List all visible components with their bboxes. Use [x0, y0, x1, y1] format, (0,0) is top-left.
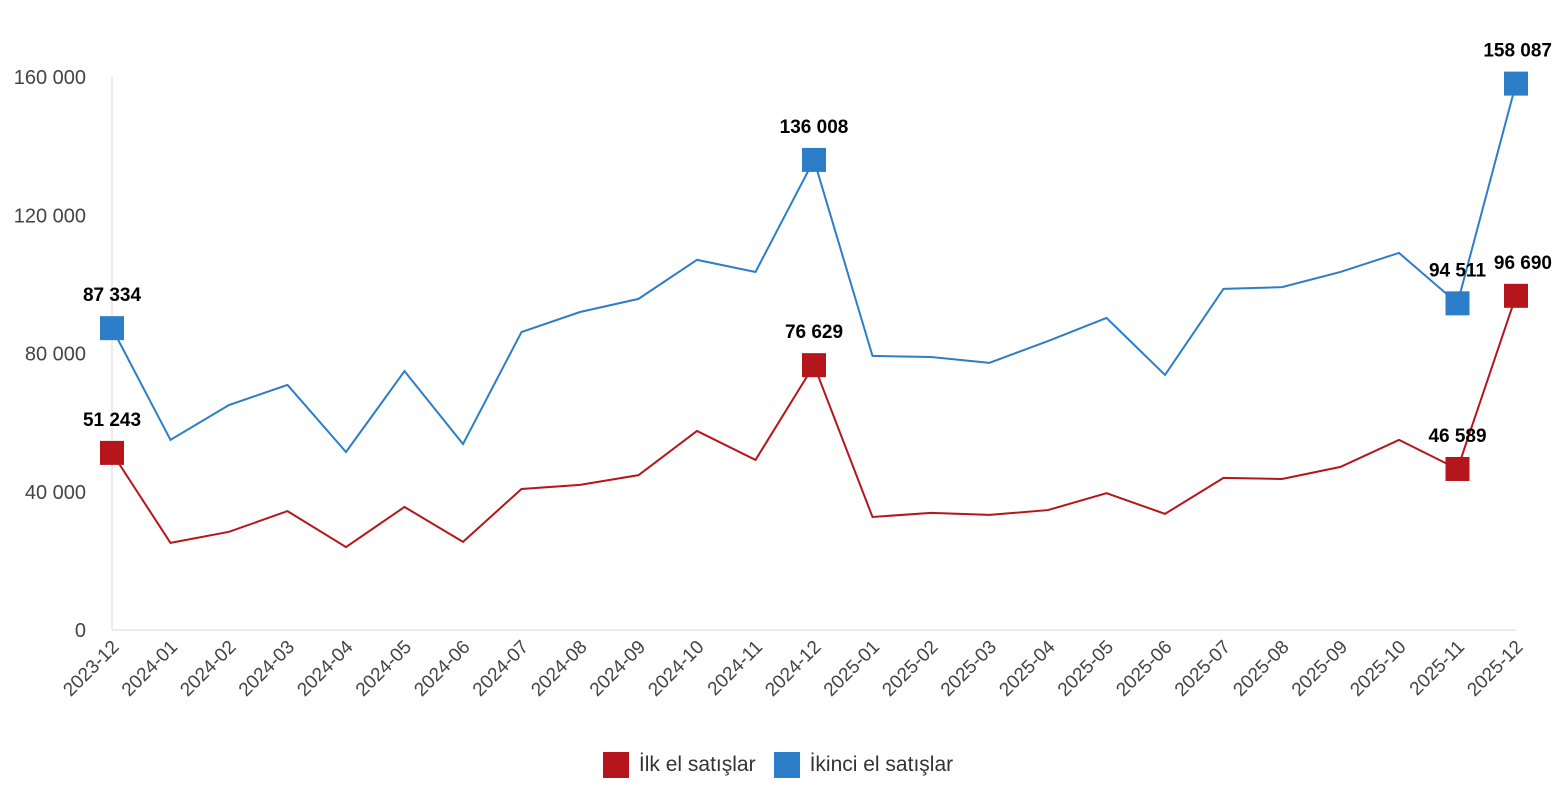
x-tick-label: 2024-11 [704, 637, 767, 700]
x-tick-label: 2025-08 [1229, 637, 1293, 701]
y-tick-label: 40 000 [25, 482, 86, 504]
x-tick-label: 2024-08 [527, 637, 591, 701]
y-tick-label: 120 000 [14, 205, 86, 227]
x-tick-label: 2024-10 [644, 637, 708, 701]
legend: İlk el satışlar İkinci el satışlar [0, 752, 1556, 778]
y-tick-label: 160 000 [14, 67, 86, 89]
data-marker [1445, 291, 1470, 316]
x-tick-label: 2024-07 [469, 637, 533, 701]
x-tick-label: 2024-06 [410, 637, 474, 701]
data-label: 87 334 [83, 285, 142, 306]
x-tick-label: 2024-12 [761, 637, 825, 701]
x-tick-label: 2025-10 [1346, 637, 1410, 701]
x-tick-label: 2023-12 [59, 637, 123, 701]
data-label: 46 589 [1428, 426, 1486, 447]
legend-label-ikinci-el: İkinci el satışlar [809, 753, 954, 776]
series-line-1 [111, 83, 1517, 454]
x-tick-label: 2024-02 [176, 637, 240, 701]
data-label: 51 243 [83, 410, 141, 431]
x-tick-label: 2025-06 [1112, 637, 1176, 701]
data-label: 136 008 [780, 117, 849, 138]
data-label: 76 629 [785, 322, 843, 343]
x-tick-label: 2025-09 [1288, 637, 1352, 701]
data-label: 96 690 [1494, 253, 1552, 274]
data-marker [1504, 283, 1528, 308]
x-tick-label: 2024-09 [586, 637, 650, 701]
x-tick-label: 2024-05 [352, 637, 416, 701]
legend-swatch-ikinci-el [773, 752, 800, 778]
x-tick-label: 2025-11 [1406, 637, 1469, 700]
legend-item-ilk-el[interactable]: İlk el satışlar [602, 752, 756, 778]
data-marker [802, 147, 826, 172]
y-tick-label: 80 000 [25, 344, 86, 366]
x-tick-label: 2024-04 [293, 636, 357, 700]
x-tick-label: 2024-03 [235, 637, 299, 701]
y-tick-label: 0 [75, 620, 86, 642]
x-tick-label: 2024-01 [118, 637, 182, 701]
data-label: 158 087 [1483, 41, 1552, 62]
data-marker [802, 353, 826, 378]
legend-swatch-ilk-el [602, 752, 629, 778]
x-tick-label: 2025-12 [1463, 637, 1527, 701]
x-tick-label: 2025-02 [878, 637, 942, 701]
x-tick-label: 2025-05 [1054, 637, 1118, 701]
data-marker [100, 316, 124, 341]
x-tick-label: 2025-03 [937, 637, 1001, 701]
x-tick-label: 2025-07 [1171, 637, 1235, 701]
x-tick-label: 2025-01 [820, 637, 884, 701]
legend-label-ilk-el: İlk el satışlar [638, 753, 756, 776]
data-label: 94 511 [1429, 260, 1486, 281]
data-marker [1504, 71, 1528, 96]
data-marker [1445, 456, 1470, 481]
x-tick-label: 2025-04 [995, 636, 1059, 700]
legend-item-ikinci-el[interactable]: İkinci el satışlar [773, 752, 954, 778]
data-marker [100, 440, 124, 465]
